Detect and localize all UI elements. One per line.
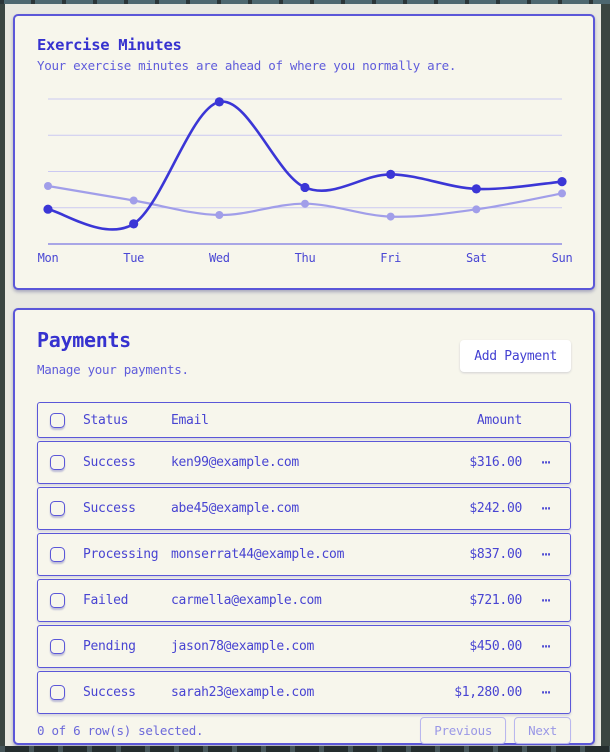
data-point-average [472,205,481,214]
row-amount: $721.00 [469,593,522,608]
row-amount: $242.00 [469,501,522,516]
row-checkbox[interactable] [50,501,65,516]
row-checkbox[interactable] [50,547,65,562]
row-email: sarah23@example.com [171,685,315,700]
data-point-today [300,182,310,193]
data-point-average [129,196,138,205]
row-status: Success [83,501,136,516]
row-actions-button[interactable]: ⋯ [534,501,558,516]
x-axis-label: Tue [123,251,144,265]
x-axis-label: Wed [209,251,230,265]
payments-subtitle: Manage your payments. [37,362,189,377]
frame-top-edge [0,0,610,4]
selection-status: 0 of 6 row(s) selected. [37,722,204,738]
row-checkbox[interactable] [50,455,65,470]
data-point-today [471,184,481,194]
payments-title: Payments [37,328,131,352]
row-checkbox[interactable] [50,639,65,654]
series-line-today [46,100,564,231]
row-status: Failed [83,593,129,608]
row-email: jason78@example.com [171,639,315,654]
row-actions-button[interactable]: ⋯ [534,593,558,608]
table-row[interactable]: Success sarah23@example.com $1,280.00 ⋯ [37,671,571,714]
data-point-average [386,212,395,221]
x-axis-label: Mon [38,251,59,265]
row-status: Pending [83,639,136,654]
select-all-checkbox[interactable] [50,412,65,428]
exercise-minutes-card: Exercise Minutes Your exercise minutes a… [13,14,595,290]
exercise-line-chart: Mon Tue Wed Thu Fri Sat Sun [38,97,573,265]
row-actions-button[interactable]: ⋯ [534,455,558,470]
row-amount: $316.00 [469,455,522,470]
payments-card: Payments Manage your payments. Add Payme… [13,308,595,745]
frame-bottom-edge [0,746,610,752]
x-axis-label: Thu [295,251,316,265]
table-header: Status Email Amount [37,402,571,438]
data-point-average [44,182,52,190]
row-email: ken99@example.com [171,455,299,470]
add-payment-button[interactable]: Add Payment [460,340,571,372]
row-actions-button[interactable]: ⋯ [534,547,558,562]
row-amount: $837.00 [469,547,522,562]
row-email: abe45@example.com [171,501,299,516]
data-point-average [558,189,566,198]
data-point-today [129,219,139,229]
payments-table: Status Email Amount Success ken99@exampl… [37,402,571,744]
page-background: Exercise Minutes Your exercise minutes a… [5,4,601,746]
row-checkbox[interactable] [50,593,65,608]
table-row[interactable]: Processing monserrat44@example.com $837.… [37,533,571,576]
x-axis-label: Sat [466,251,487,265]
data-point-average [301,199,309,208]
row-email: monserrat44@example.com [171,547,345,562]
table-row[interactable]: Success abe45@example.com $242.00 ⋯ [37,487,571,530]
table-footer: 0 of 6 row(s) selected. Previous Next [37,716,571,744]
column-header-amount[interactable]: Amount [476,412,522,428]
chart-subtitle: Your exercise minutes are ahead of where… [37,58,457,73]
row-actions-button[interactable]: ⋯ [534,685,558,700]
row-status: Success [83,685,136,700]
row-checkbox[interactable] [50,685,65,700]
data-point-average [215,211,224,219]
previous-page-button[interactable]: Previous [420,716,507,744]
table-row[interactable]: Failed carmella@example.com $721.00 ⋯ [37,579,571,622]
row-amount: $1,280.00 [454,685,522,700]
table-row[interactable]: Success ken99@example.com $316.00 ⋯ [37,441,571,484]
table-body: Success ken99@example.com $316.00 ⋯ Succ… [37,441,571,714]
data-point-today [214,97,224,107]
column-header-status[interactable]: Status [83,412,129,428]
row-amount: $450.00 [469,639,522,654]
x-axis-label: Fri [380,251,401,265]
row-status: Success [83,455,136,470]
chart-title: Exercise Minutes [37,36,182,54]
data-point-today [43,204,53,214]
row-status: Processing [83,547,159,562]
row-actions-button[interactable]: ⋯ [534,639,558,654]
data-point-today [386,169,396,179]
row-email: carmella@example.com [171,593,322,608]
x-axis-label: Sun [552,251,573,265]
pagination: Previous Next [420,716,571,744]
table-row[interactable]: Pending jason78@example.com $450.00 ⋯ [37,625,571,668]
data-point-today [557,177,567,187]
next-page-button[interactable]: Next [514,716,571,744]
column-header-email[interactable]: Email [171,412,209,428]
